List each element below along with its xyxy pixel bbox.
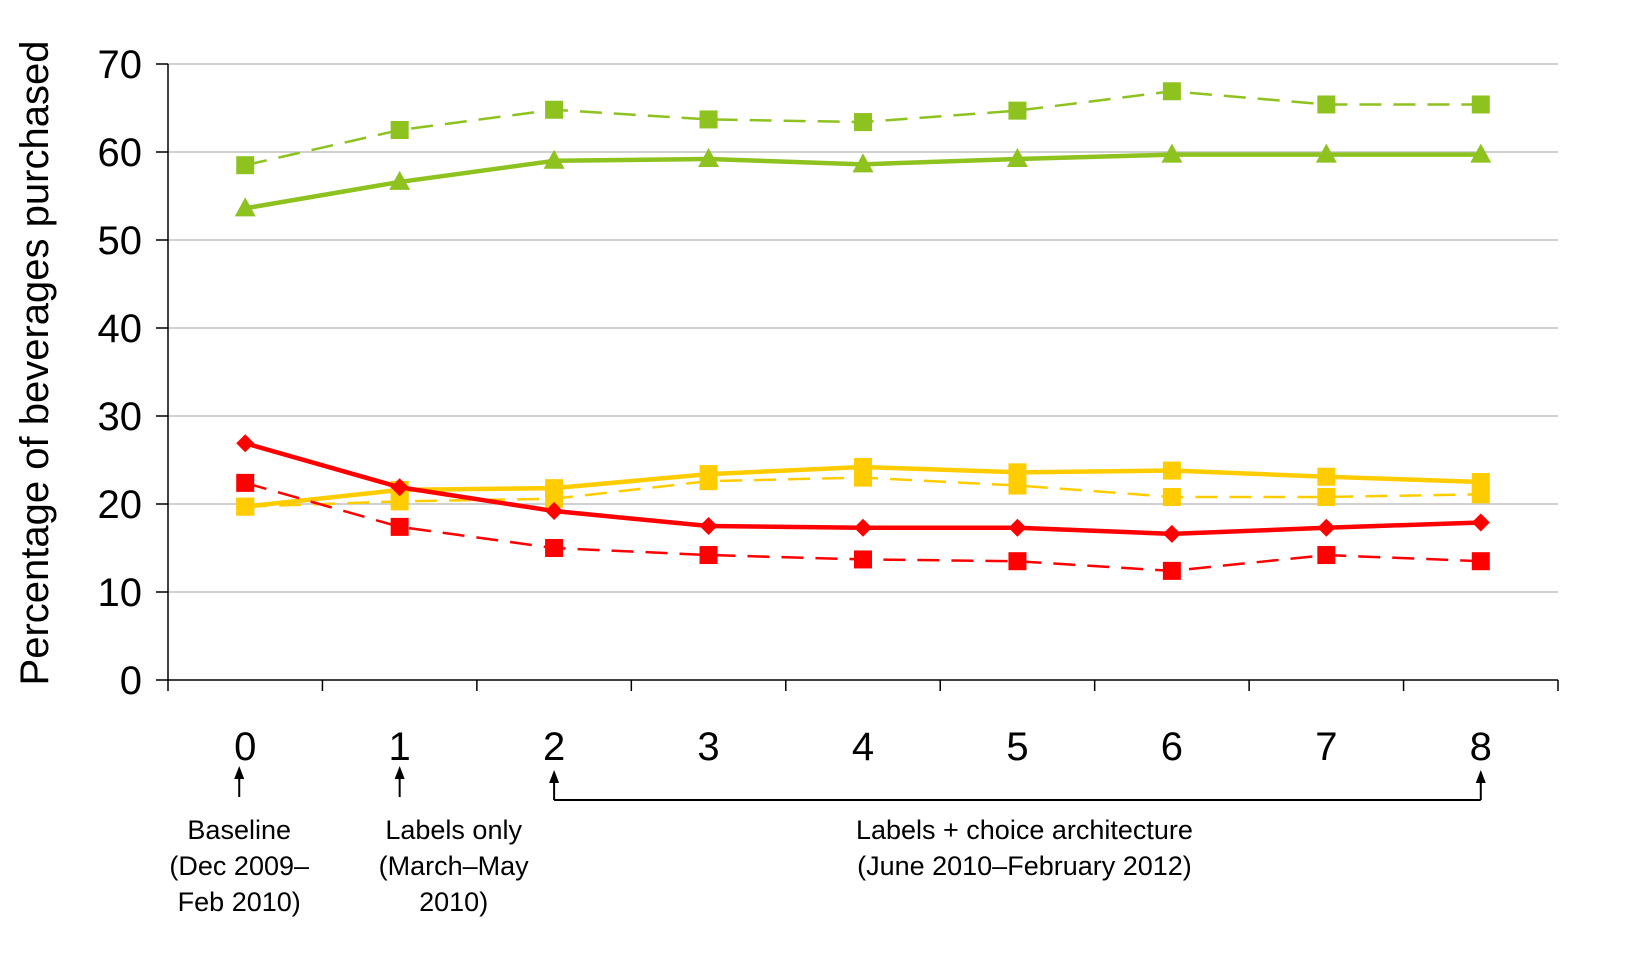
data-point xyxy=(1471,513,1490,532)
series-4 xyxy=(236,468,1490,516)
data-point xyxy=(545,539,564,557)
labels-only-label: (March–May xyxy=(379,851,530,881)
y-tick-label: 70 xyxy=(98,43,143,87)
data-point xyxy=(1162,487,1181,506)
data-point xyxy=(1317,95,1336,114)
x-tick-label: 0 xyxy=(234,725,256,769)
data-point xyxy=(854,468,872,487)
data-point xyxy=(854,113,872,132)
y-tick-label: 20 xyxy=(98,483,143,527)
data-point xyxy=(390,492,409,511)
y-tick-label: 60 xyxy=(98,131,143,175)
data-point xyxy=(1008,476,1027,495)
data-point xyxy=(1315,143,1337,163)
data-point xyxy=(1161,143,1183,163)
y-tick-label: 0 xyxy=(120,659,142,703)
data-point xyxy=(236,156,255,175)
y-tick-label: 40 xyxy=(98,307,143,351)
y-axis-label: Percentage of beverages purchased xyxy=(13,41,57,686)
x-tick-label: 3 xyxy=(697,725,719,769)
data-point xyxy=(390,121,409,139)
series-3 xyxy=(236,458,1490,516)
data-point xyxy=(1162,561,1181,580)
data-point xyxy=(699,546,718,565)
labels-only-label: 2010) xyxy=(419,887,488,917)
x-tick-label: 6 xyxy=(1161,725,1183,769)
gridlines xyxy=(168,63,1558,593)
data-point xyxy=(1162,524,1181,543)
baseline-arrow-head xyxy=(234,766,245,779)
data-point xyxy=(390,478,409,497)
data-point xyxy=(545,100,564,119)
series-6 xyxy=(236,473,1490,580)
data-point xyxy=(699,110,718,129)
data-point xyxy=(236,497,255,516)
data-point xyxy=(545,489,564,508)
data-point xyxy=(1317,518,1336,537)
x-tick-label: 4 xyxy=(852,725,874,769)
choice-architecture-label: (June 2010–February 2012) xyxy=(857,851,1192,881)
x-tick-label: 8 xyxy=(1470,725,1492,769)
data-point xyxy=(236,434,255,453)
axes: 0 10 20 30 40 50 60 70 0 1 2 3 4 5 6 7 8 xyxy=(98,43,1559,769)
y-tick-label: 10 xyxy=(98,571,143,615)
data-point xyxy=(390,517,409,536)
data-point xyxy=(854,518,872,537)
series-5 xyxy=(236,434,1490,543)
x-tick-label: 5 xyxy=(1006,725,1028,769)
data-point xyxy=(1006,148,1028,168)
data-point xyxy=(1317,487,1336,506)
data-point xyxy=(1317,546,1336,565)
baseline-label: Baseline xyxy=(187,815,291,845)
y-tick-label: 50 xyxy=(98,219,143,263)
phase-annotations: Baseline (Dec 2009– Feb 2010) Labels only (M… xyxy=(169,766,1486,917)
x-tick-label: 1 xyxy=(389,725,411,769)
baseline-label: (Dec 2009– xyxy=(169,851,309,881)
x-tick-label: 2 xyxy=(543,725,565,769)
data-point xyxy=(545,502,564,521)
data-point xyxy=(1471,95,1490,114)
data-point xyxy=(698,148,720,168)
data-point xyxy=(1008,518,1027,537)
data-point xyxy=(389,170,411,190)
data-point xyxy=(699,472,718,491)
labels-only-arrow-head xyxy=(394,766,405,779)
data-point xyxy=(1162,82,1181,101)
choice-arrow-left-head xyxy=(549,770,560,783)
data-point xyxy=(1471,485,1490,504)
data-point xyxy=(1008,101,1027,120)
data-point xyxy=(236,473,255,492)
data-point xyxy=(1008,552,1027,571)
data-point xyxy=(1471,552,1490,571)
labels-only-label: Labels only xyxy=(385,815,522,845)
baseline-label: Feb 2010) xyxy=(178,887,301,917)
data-point xyxy=(543,149,565,169)
choice-architecture-label: Labels + choice architecture xyxy=(856,815,1193,845)
choice-arrow-right-head xyxy=(1475,770,1486,783)
data-point xyxy=(1162,461,1181,480)
data-point xyxy=(1470,143,1492,163)
y-tick-label: 30 xyxy=(98,395,143,439)
series-1 xyxy=(236,82,1490,175)
x-tick-label: 7 xyxy=(1315,725,1337,769)
series-group xyxy=(234,82,1492,580)
data-point xyxy=(852,153,874,173)
data-point xyxy=(699,517,718,535)
data-point xyxy=(854,550,872,569)
data-point xyxy=(234,197,256,217)
series-2 xyxy=(234,143,1492,217)
data-point xyxy=(1317,467,1336,486)
